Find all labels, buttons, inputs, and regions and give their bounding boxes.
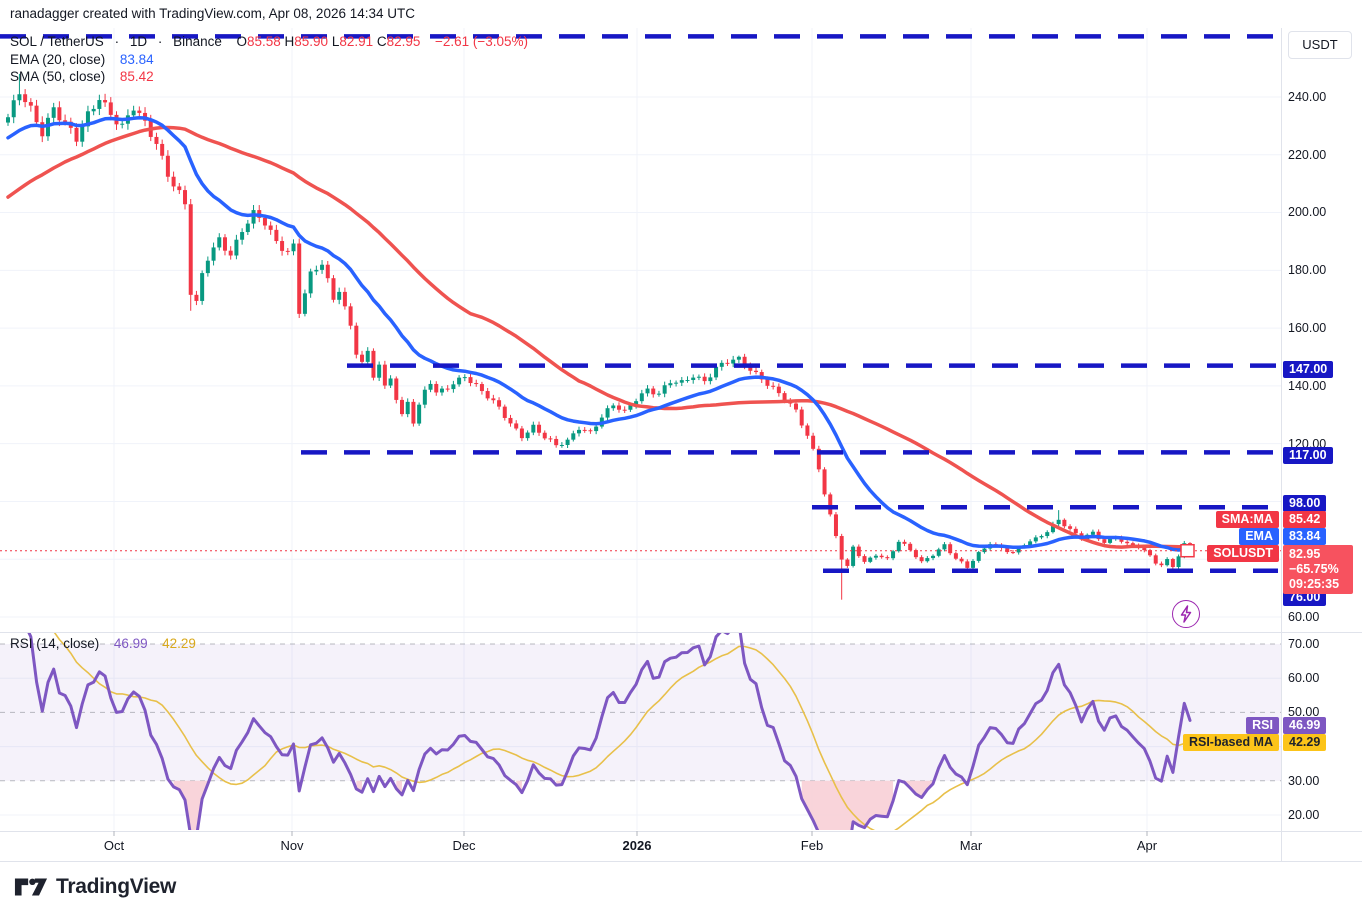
brand-name: TradingView bbox=[56, 875, 177, 898]
page-title: ranadagger created with TradingView.com,… bbox=[10, 6, 415, 21]
price-axis-tick: 240.00 bbox=[1288, 90, 1327, 104]
ohlc-value: 82.95 bbox=[386, 34, 425, 49]
symbol-price-badge: 82.95 −65.75% 09:25:35 bbox=[1283, 545, 1353, 594]
price-value-badge: 147.00 bbox=[1283, 360, 1334, 378]
rsi-legend-row[interactable]: RSI (14, close) 46.99 42.29 bbox=[10, 636, 196, 651]
rsi-name-label: RSI-based MA bbox=[1182, 733, 1279, 751]
time-axis-label: Mar bbox=[959, 838, 983, 853]
sma-label[interactable]: SMA (50, close) bbox=[10, 69, 106, 84]
symbol-badge-line: 82.95 bbox=[1289, 547, 1321, 561]
price-axis-tick: 60.00 bbox=[1288, 610, 1320, 624]
time-axis-label: 2026 bbox=[622, 838, 652, 853]
price-value-badge: 117.00 bbox=[1283, 446, 1333, 464]
ohlc-key: O bbox=[236, 34, 247, 49]
price-name-label: SMA:MA bbox=[1215, 510, 1279, 528]
ema-value: 83.84 bbox=[119, 51, 154, 67]
rsi-axis-tick: 70.00 bbox=[1288, 637, 1320, 651]
time-axis-label: Feb bbox=[800, 838, 824, 853]
ohlc-key: C bbox=[376, 34, 387, 49]
rsi-name-label: RSI bbox=[1246, 716, 1279, 734]
rsi-ma-value: 42.29 bbox=[162, 636, 196, 651]
ohlc-value: 85.90 bbox=[294, 34, 332, 49]
price-value-badge: 98.00 bbox=[1283, 494, 1327, 512]
ohlc-key: L bbox=[331, 34, 340, 49]
time-axis-label: Apr bbox=[1136, 838, 1158, 853]
rsi-axis-tick: 60.00 bbox=[1288, 671, 1320, 685]
symbol-name-label: SOLUSDT bbox=[1207, 545, 1279, 562]
ohlc-key: H bbox=[284, 34, 295, 49]
price-value-badge: 83.84 bbox=[1283, 527, 1327, 545]
symbol-badge-line: 09:25:35 bbox=[1289, 577, 1340, 591]
rsi-label[interactable]: RSI (14, close) bbox=[10, 636, 100, 651]
ema-row[interactable]: EMA (20, close) 83.84 bbox=[10, 51, 528, 69]
price-axis-tick: 200.00 bbox=[1288, 205, 1327, 219]
ohlc-value: 82.91 bbox=[339, 34, 377, 49]
rsi-value-badge: 42.29 bbox=[1283, 733, 1327, 751]
time-axis-label: Oct bbox=[103, 838, 125, 853]
exchange-label[interactable]: Binance bbox=[173, 34, 222, 49]
interval-label[interactable]: 1D bbox=[129, 34, 148, 49]
change-value: −2.61 (−3.05%) bbox=[434, 34, 529, 49]
rsi-value-badge: 46.99 bbox=[1283, 716, 1327, 734]
lightning-icon bbox=[1180, 605, 1192, 623]
sma-value: 85.42 bbox=[119, 69, 154, 84]
ohlc-value: 85.58 bbox=[246, 34, 285, 49]
time-axis-label: Dec bbox=[452, 838, 476, 853]
symbol-badge-line: −65.75% bbox=[1289, 562, 1339, 576]
ohlc-values: O85.58 H85.90 L82.91 C82.95 bbox=[236, 34, 424, 49]
brand-footer[interactable]: TradingView bbox=[14, 873, 176, 901]
symbol-row[interactable]: SOL / TetherUS · 1D · Binance O85.58 H85… bbox=[10, 34, 529, 49]
rsi-axis-tick: 50.00 bbox=[1288, 705, 1320, 719]
chart-legend: SOL / TetherUS · 1D · Binance O85.58 H85… bbox=[10, 33, 528, 86]
price-axis-tick: 180.00 bbox=[1288, 263, 1327, 277]
price-name-label: EMA bbox=[1239, 527, 1279, 545]
price-axis-tick: 220.00 bbox=[1288, 148, 1327, 162]
time-axis-label: Nov bbox=[280, 838, 304, 853]
tradingview-logo-icon bbox=[14, 878, 48, 896]
lightning-button[interactable] bbox=[1172, 600, 1200, 628]
rsi-axis-tick: 30.00 bbox=[1288, 774, 1320, 788]
sma-row[interactable]: SMA (50, close) 85.42 bbox=[10, 68, 528, 86]
rsi-value: 46.99 bbox=[113, 636, 148, 651]
currency-toggle-button[interactable]: USDT bbox=[1288, 31, 1352, 59]
rsi-axis-tick: 20.00 bbox=[1288, 808, 1320, 822]
symbol-name[interactable]: SOL / TetherUS bbox=[10, 34, 104, 49]
price-value-badge: 85.42 bbox=[1283, 510, 1327, 528]
ema-label[interactable]: EMA (20, close) bbox=[10, 51, 106, 67]
price-axis-tick: 160.00 bbox=[1288, 321, 1327, 335]
price-axis-tick: 140.00 bbox=[1288, 379, 1327, 393]
